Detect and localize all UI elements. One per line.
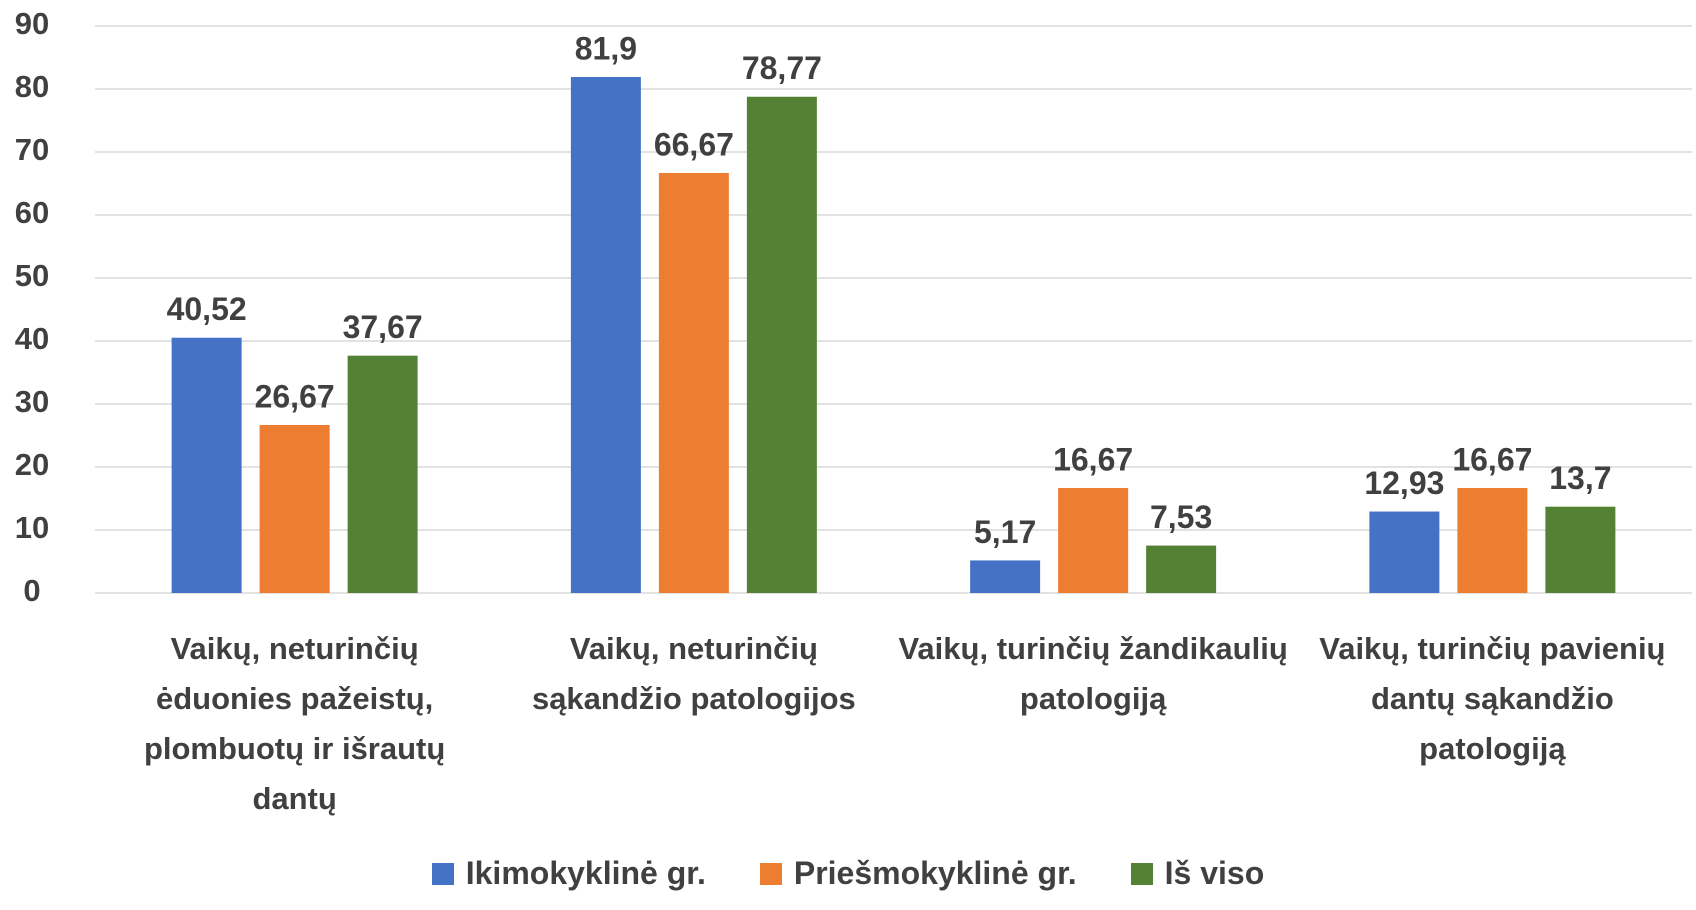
data-label: 13,7 (1549, 460, 1611, 496)
legend-item: Ikimokyklinė gr. (431, 855, 706, 892)
y-tick-label: 90 (15, 6, 49, 41)
y-tick-label: 40 (15, 321, 49, 356)
bar (658, 172, 729, 593)
x-tick-label: Vaikų, turinčių žandikaulių patologiją (898, 631, 1288, 716)
legend: Ikimokyklinė gr. Priešmokyklinė gr. Iš vis… (0, 855, 1696, 892)
legend-swatch (759, 862, 782, 885)
data-label: 16,67 (1452, 441, 1532, 477)
y-tick-label: 80 (15, 69, 49, 104)
x-tick-label: Vaikų, neturinčių ėduonies pažeistų, plo… (143, 631, 446, 816)
y-tick-label: 50 (15, 258, 49, 293)
bar (570, 77, 641, 593)
legend-label: Ikimokyklinė gr. (465, 855, 706, 891)
x-tick-label: Vaikų, turinčių pavienių dantų sąkandžio… (1319, 631, 1666, 766)
data-label: 37,67 (343, 309, 423, 345)
data-label: 78,77 (742, 50, 822, 86)
bar (347, 355, 418, 593)
data-label: 5,17 (974, 514, 1036, 550)
bar (746, 96, 817, 594)
y-tick-label: 70 (15, 132, 49, 167)
legend-item: Priešmokyklinė gr. (759, 855, 1077, 892)
bar (1457, 487, 1528, 593)
bar (1369, 511, 1440, 593)
y-tick-label: 20 (15, 447, 49, 482)
bar (171, 337, 242, 593)
legend-swatch (431, 862, 454, 885)
data-label: 66,67 (654, 126, 734, 162)
y-tick-label: 30 (15, 384, 49, 419)
legend-label: Iš viso (1164, 855, 1265, 891)
data-label: 12,93 (1364, 465, 1444, 501)
data-label: 7,53 (1150, 499, 1212, 535)
bar (1545, 506, 1616, 593)
bar (1058, 487, 1129, 593)
data-label: 26,67 (255, 378, 335, 414)
data-label: 81,9 (575, 30, 637, 66)
x-tick-label: Vaikų, neturinčių sąkandžio patologijos (531, 631, 856, 716)
y-tick-label: 60 (15, 195, 49, 230)
legend-item: Iš viso (1130, 855, 1265, 892)
data-label: 40,52 (167, 291, 247, 327)
data-label: 16,67 (1053, 441, 1133, 477)
legend-swatch (1130, 862, 1153, 885)
y-tick-label: 0 (23, 573, 40, 608)
y-tick-label: 10 (15, 510, 49, 545)
bar (970, 560, 1041, 593)
bar (259, 424, 330, 593)
legend-label: Priešmokyklinė gr. (793, 855, 1077, 891)
bar (1146, 545, 1217, 593)
